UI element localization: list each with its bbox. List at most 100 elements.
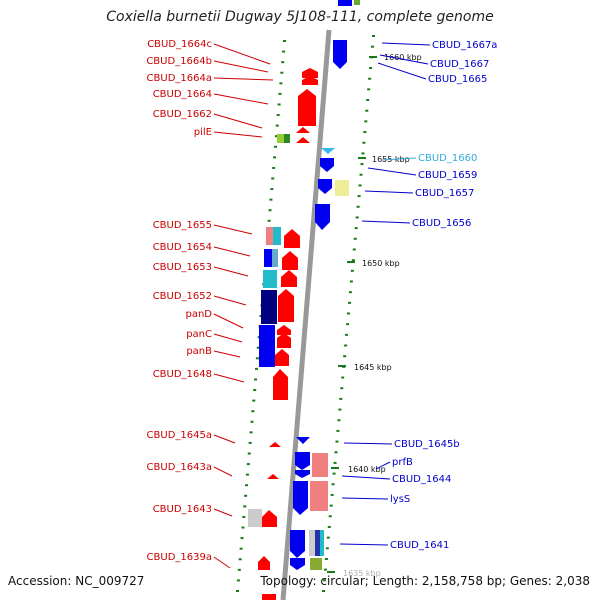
map-title: Coxiella burnetii Dugway 5J108-111, comp… [106, 9, 494, 25]
gene-arrow [273, 369, 288, 400]
gene-label: panD [185, 309, 212, 320]
dot-mark [354, 227, 358, 230]
dot-mark [352, 248, 356, 251]
gene-block [338, 0, 352, 6]
dot-mark [322, 579, 326, 582]
dot-mark [349, 280, 353, 283]
gene-label: CBUD_1655 [153, 220, 212, 231]
leader-line [341, 475, 391, 480]
dot-mark [336, 429, 340, 432]
left-gene-labels[interactable]: CBUD_1664c CBUD_1664b CBUD_1664a CBUD_1664 C… [146, 39, 274, 569]
dot-mark [332, 472, 336, 475]
right-gene-labels[interactable]: CBUD_1667a CBUD_1667 CBUD_1665 CBUD_1660 CBU… [339, 40, 497, 551]
kbp-label: 1640 kbp [348, 465, 386, 474]
leader-line [213, 556, 231, 569]
gene-label: CBUD_1660 [418, 153, 477, 164]
gene-arrow [284, 229, 300, 248]
dot-mark [240, 537, 244, 540]
dot-mark [364, 120, 368, 123]
dot-mark [350, 269, 354, 272]
leader-line [213, 113, 263, 129]
gene-arrow [277, 325, 291, 335]
kbp-label: 1635 kbp [343, 569, 381, 578]
outer-circle-right [322, 35, 375, 592]
gene-arrow [293, 481, 308, 515]
gene-label: CBUD_1664a [147, 73, 212, 84]
gene-arrow [302, 68, 318, 78]
reverse-strand-genes [290, 40, 347, 570]
dot-mark [322, 590, 325, 592]
dot-mark [241, 526, 245, 529]
genome-backbone [280, 29, 332, 600]
gene-arrow [296, 437, 310, 444]
gene-arrow [321, 148, 335, 154]
gene-arrow [275, 349, 289, 366]
dot-mark [324, 557, 328, 560]
gene-label: CBUD_1639a [147, 552, 212, 563]
gene-block [354, 0, 360, 5]
dot-mark [339, 397, 343, 400]
gene-arrow [258, 556, 270, 570]
gene-label: CBUD_1667a [432, 40, 497, 51]
dot-mark [335, 440, 339, 443]
gene-label: CBUD_1645b [394, 439, 460, 450]
dot-mark [328, 515, 332, 518]
dot-mark [338, 408, 342, 411]
gene-label: lysS [390, 494, 410, 505]
gene-label: panC [186, 329, 212, 340]
gene-label: CBUD_1664c [147, 39, 212, 50]
dot-mark [256, 346, 260, 349]
gene-label: panB [186, 346, 212, 357]
gene-arrow [298, 89, 316, 126]
gene-label: CBUD_1664b [146, 56, 212, 67]
dot-mark [363, 131, 367, 134]
gene-label: CBUD_1645a [147, 430, 212, 441]
dot-mark [273, 145, 277, 148]
gene-label: CBUD_1662 [153, 109, 212, 120]
leader-line [361, 220, 411, 224]
dot-mark [346, 323, 350, 326]
dot-mark [333, 461, 337, 464]
leader-line [213, 295, 247, 306]
gene-label: CBUD_1659 [418, 170, 477, 181]
leader-line [379, 54, 429, 65]
leader-line [381, 42, 431, 46]
gene-arrow [320, 158, 334, 172]
dot-mark [254, 378, 258, 381]
dot-mark [365, 109, 369, 112]
dot-mark [239, 547, 243, 550]
dot-mark [359, 173, 363, 176]
dot-mark [245, 484, 249, 487]
gene-arrow [295, 452, 310, 470]
dot-mark [279, 82, 283, 85]
dot-mark [271, 177, 275, 180]
gene-label: CBUD_1653 [153, 262, 212, 273]
leader-line [213, 60, 269, 73]
dot-mark [337, 419, 341, 422]
leader-line [367, 167, 417, 176]
dot-mark [281, 61, 285, 64]
dot-mark [274, 135, 278, 138]
gene-arrow [318, 179, 332, 194]
gene-arrow [281, 270, 297, 287]
kbp-label: 1645 kbp [354, 363, 392, 372]
dot-mark [247, 452, 251, 455]
dot-mark [283, 40, 286, 42]
dot-mark [345, 333, 349, 336]
dot-mark [326, 536, 330, 539]
accession-text: Accession: NC_009727 [8, 574, 145, 588]
dot-mark [236, 579, 240, 582]
dot-mark [327, 525, 331, 528]
dot-mark [361, 152, 365, 155]
dot-mark [242, 515, 246, 518]
dot-mark [369, 67, 373, 70]
gene-arrow [269, 442, 281, 447]
dot-mark [237, 568, 241, 571]
leader-line [213, 333, 243, 343]
dot-mark [275, 124, 279, 127]
leader-line [343, 442, 393, 445]
dot-mark [362, 141, 366, 144]
dot-mark [344, 344, 348, 347]
dot-mark [341, 376, 345, 379]
